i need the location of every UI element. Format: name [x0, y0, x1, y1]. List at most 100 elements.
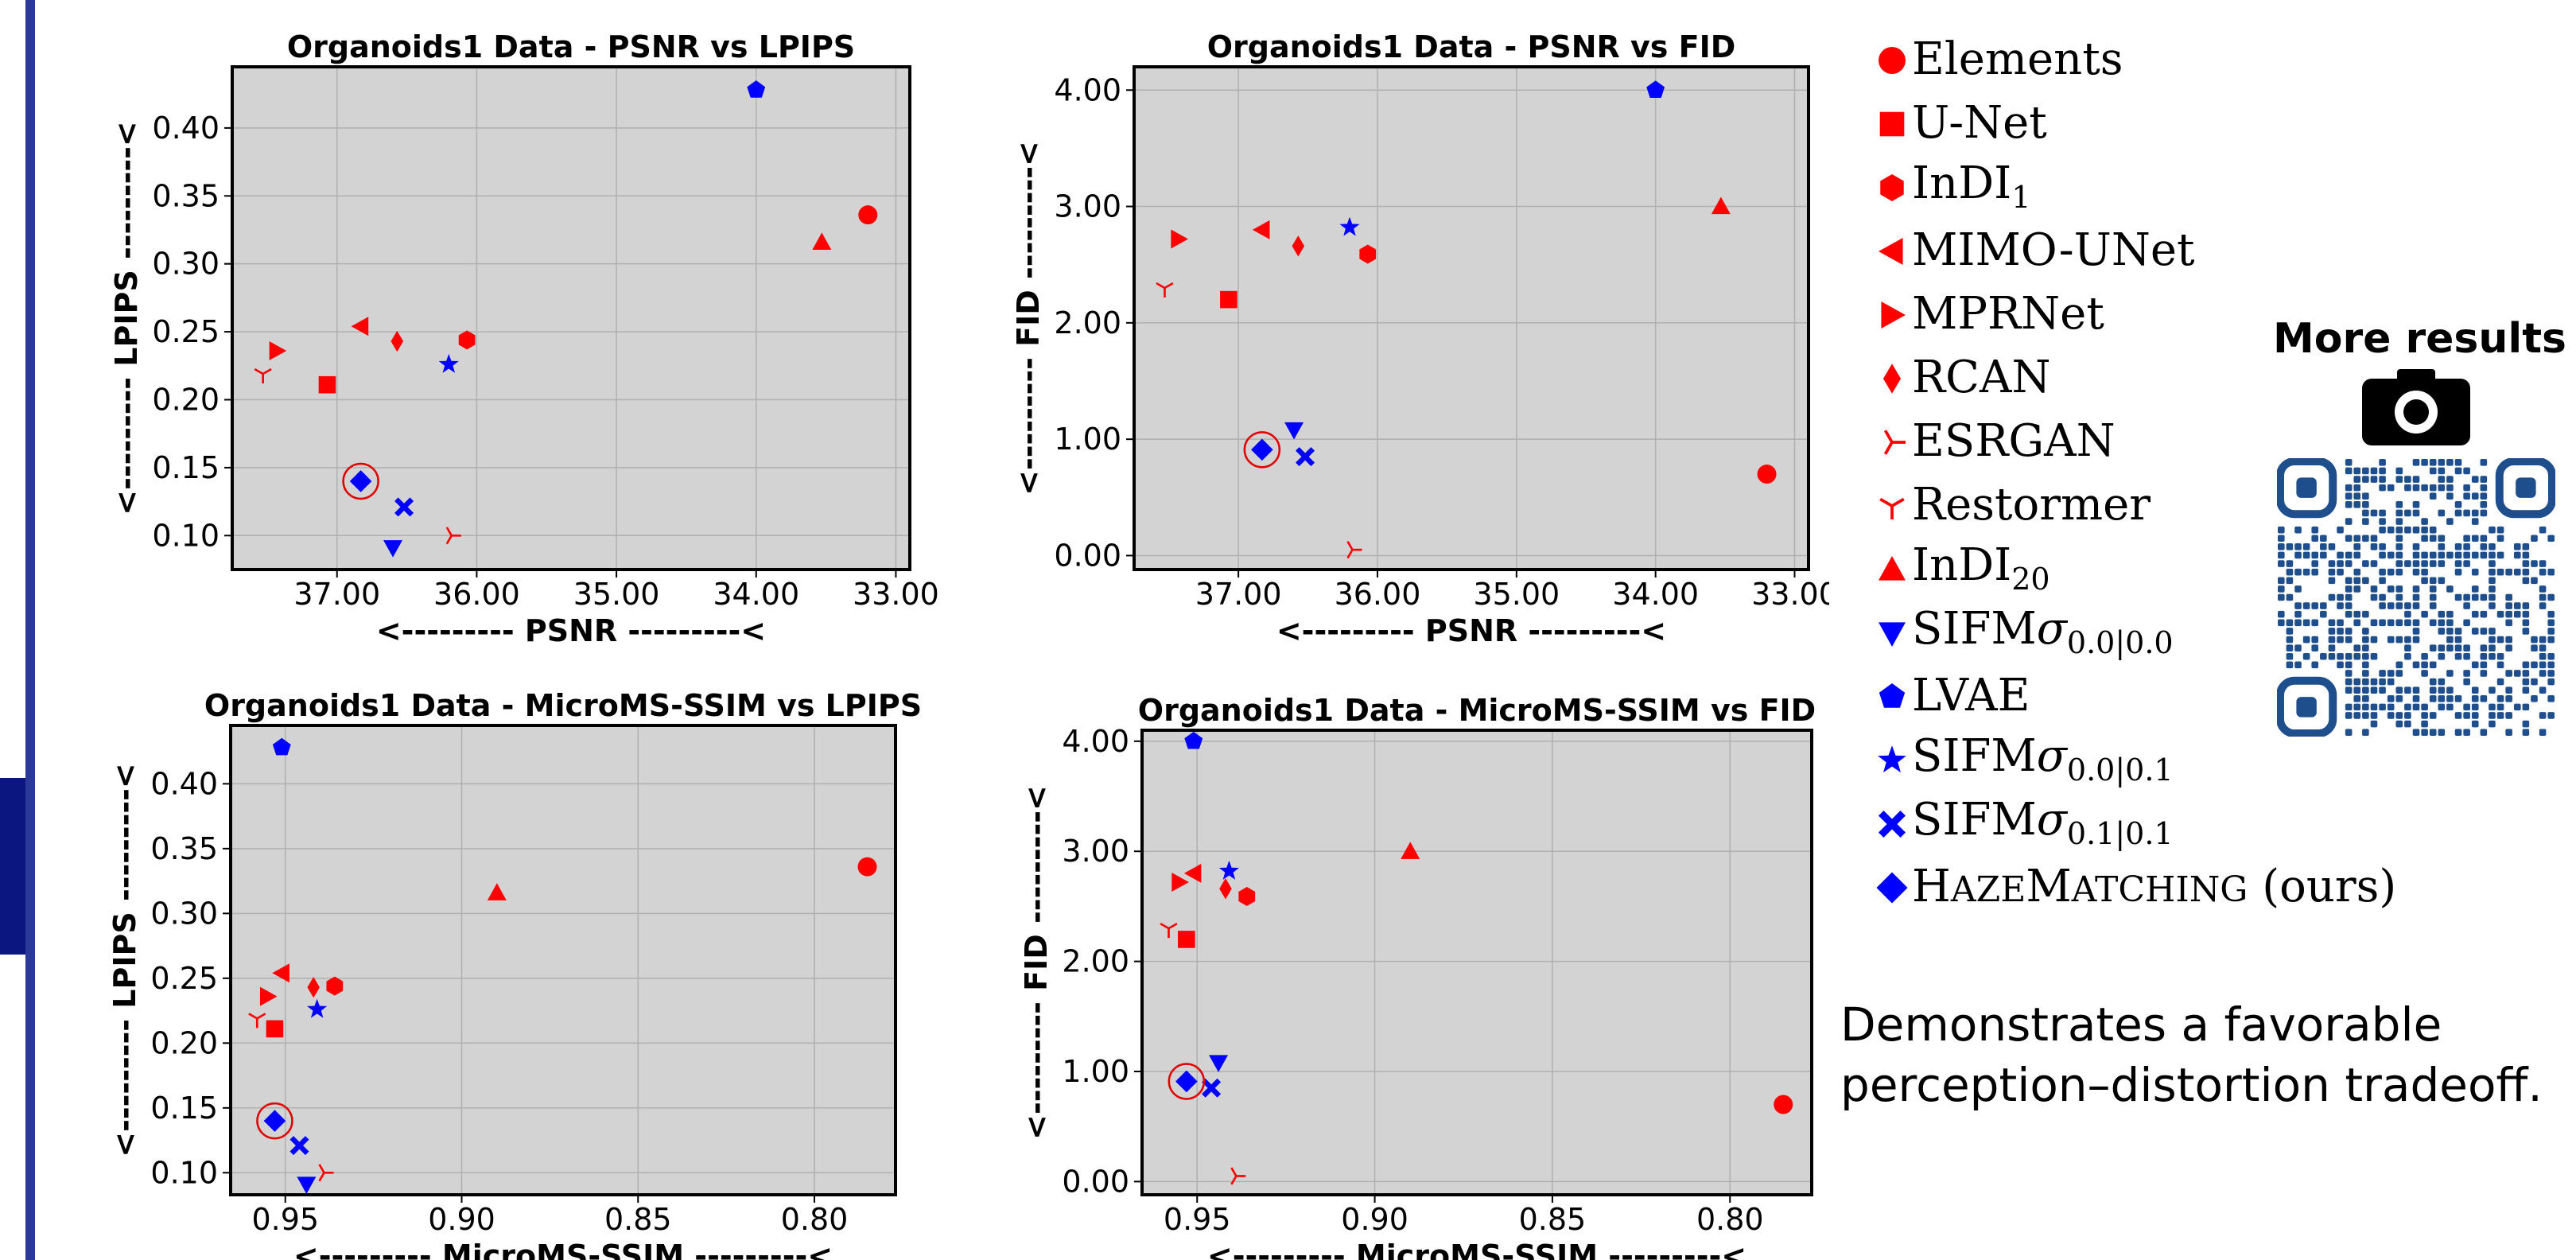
legend-item: RCAN	[1875, 345, 2480, 409]
legend-item: SIFMσ0.0|0.1	[1875, 727, 2480, 791]
data-point-sifm-0-0-0-1	[438, 353, 459, 373]
more-results-panel[interactable]: More results	[2273, 315, 2566, 737]
legend-item: ESRGAN	[1875, 409, 2480, 472]
data-point-esrgan	[318, 1164, 334, 1182]
legend-label: Elements	[1912, 33, 2123, 85]
y-tick-label: 0.25	[150, 961, 218, 996]
plot-area	[232, 67, 910, 570]
camera-icon[interactable]	[2360, 368, 2472, 447]
data-point-sifm-0-0-0-0	[297, 1176, 317, 1194]
legend-item: HAZEMATCHING (ours)	[1875, 854, 2480, 918]
x-tick-label: 36.00	[433, 577, 520, 612]
x-tick-label: 0.90	[428, 1202, 495, 1237]
legend-marker	[1879, 238, 1903, 265]
y-tick-label: 0.35	[152, 178, 220, 213]
data-point-indi-1	[458, 330, 476, 350]
plot-frame	[1133, 65, 1810, 571]
plot-area	[1134, 67, 1809, 570]
y-tick-label: 0.20	[152, 382, 220, 417]
data-point-sifm-0-1-0-1	[1202, 1078, 1222, 1098]
data-point-elements	[1757, 465, 1777, 484]
data-point-sifm-0-0-0-1	[307, 998, 328, 1018]
legend-marker	[1879, 622, 1906, 647]
chart-3: 0.95 0.90 0.85 0.80 0.10 0.15 0.20 0.25 0.30 0.35…	[107, 688, 922, 1260]
data-point-sifm-0-0-0-0	[1284, 422, 1304, 440]
x-tick-label: 36.00	[1335, 577, 1421, 612]
data-point-hazematching	[349, 470, 372, 492]
x-tick-label: 0.90	[1341, 1202, 1408, 1237]
legend-label: Restormer	[1912, 478, 2151, 531]
y-tick-label: 2.00	[1062, 944, 1129, 979]
chart-title: Organoids1 Data - MicroMS-SSIM vs FID	[1138, 693, 1816, 728]
data-point-lvae	[1184, 731, 1203, 749]
y-tick-label: 0.00	[1062, 1164, 1129, 1199]
data-point-esrgan	[1346, 541, 1362, 559]
qr-code[interactable]	[2277, 458, 2555, 737]
chart-1: 37.00 36.00 35.00 34.00 33.00 0.10 0.15 0.20 0.2…	[109, 29, 939, 648]
legend-marker	[1883, 430, 1906, 455]
highlight-circle	[256, 1102, 293, 1140]
plot-frame	[231, 65, 911, 571]
y-tick-label: 0.00	[1054, 538, 1121, 573]
legend-item: SIFMσ0.1|0.1	[1875, 791, 2480, 854]
data-point-mimo-unet	[1252, 220, 1270, 239]
legend-item: LVAE	[1875, 663, 2480, 727]
legend-item: InDI20	[1875, 536, 2480, 600]
x-axis-label: <--------- MicroMS-SSIM ---------<	[293, 1239, 833, 1260]
legend-label: HAZEMATCHING (ours)	[1912, 860, 2397, 912]
y-tick-label: 0.15	[150, 1091, 218, 1126]
x-tick-label: 35.00	[573, 577, 660, 612]
scatter-plots: 37.00 36.00 35.00 34.00 33.00 0.10 0.15 0.20 0.2…	[107, 29, 1829, 1260]
y-tick-label: 0.35	[150, 831, 218, 866]
x-tick-label: 37.00	[1195, 577, 1282, 612]
data-point-indi-1	[326, 976, 344, 996]
legend-marker	[1880, 174, 1904, 201]
data-point-lvae	[272, 737, 291, 756]
x-tick-label: 34.00	[713, 577, 799, 612]
data-point-rcan	[307, 977, 321, 998]
y-tick-label: 1.00	[1054, 422, 1121, 457]
data-point-hazematching	[1175, 1070, 1198, 1093]
x-axis-label: <--------- MicroMS-SSIM ---------<	[1207, 1239, 1746, 1260]
legend-item: U-Net	[1875, 91, 2480, 154]
y-tick-label: 4.00	[1062, 724, 1129, 759]
y-tick-label: 0.15	[152, 450, 220, 485]
legend-item: MPRNet	[1875, 282, 2480, 345]
legend-marker	[1879, 497, 1905, 519]
legend-label: SIFMσ0.1|0.1	[1912, 793, 2174, 852]
y-tick-label: 1.00	[1062, 1054, 1129, 1089]
legend-marker	[1879, 47, 1906, 74]
data-point-sifm-0-1-0-1	[289, 1136, 309, 1156]
data-point-sifm-0-1-0-1	[394, 497, 414, 517]
y-axis-label: <--------- LPIPS ---------<	[109, 121, 144, 515]
chart-4: 0.95 0.90 0.85 0.80 0.00 1.00 2.00 3.00 4.00 Orga…	[1019, 693, 1816, 1260]
legend-label: MPRNet	[1912, 287, 2104, 340]
y-tick-label: 0.20	[150, 1025, 218, 1060]
caption: Demonstrates a favorable perception–dist…	[1840, 994, 2556, 1115]
legend-label: RCAN	[1912, 351, 2051, 403]
y-axis-label: <--------- FID ---------<	[1011, 141, 1046, 496]
y-tick-label: 3.00	[1062, 834, 1129, 869]
legend-marker	[1879, 683, 1906, 708]
x-tick-label: 0.85	[1519, 1202, 1587, 1237]
data-point-indi-1	[1238, 886, 1256, 906]
data-point-lvae	[747, 80, 766, 98]
data-point-indi-20	[812, 232, 832, 250]
y-tick-label: 0.40	[152, 111, 220, 146]
legend-item: InDI1	[1875, 154, 2480, 218]
data-point-hazematching	[1251, 438, 1273, 461]
data-point-u-net	[318, 375, 336, 394]
y-tick-label: 2.00	[1054, 305, 1121, 340]
y-tick-label: 3.00	[1054, 189, 1121, 224]
caption-line-2: perception–distortion tradeoff.	[1840, 1058, 2543, 1112]
x-tick-label: 33.00	[1751, 577, 1829, 612]
data-point-hazematching	[263, 1110, 286, 1132]
data-point-restormer	[1160, 922, 1178, 939]
legend-label: SIFMσ0.0|0.1	[1912, 729, 2174, 788]
legend-marker	[1879, 556, 1906, 581]
data-point-mprnet	[259, 986, 278, 1006]
data-point-restormer	[254, 368, 272, 384]
data-point-esrgan	[445, 527, 461, 545]
data-point-rcan	[1292, 235, 1305, 257]
y-tick-label: 0.10	[152, 518, 220, 553]
